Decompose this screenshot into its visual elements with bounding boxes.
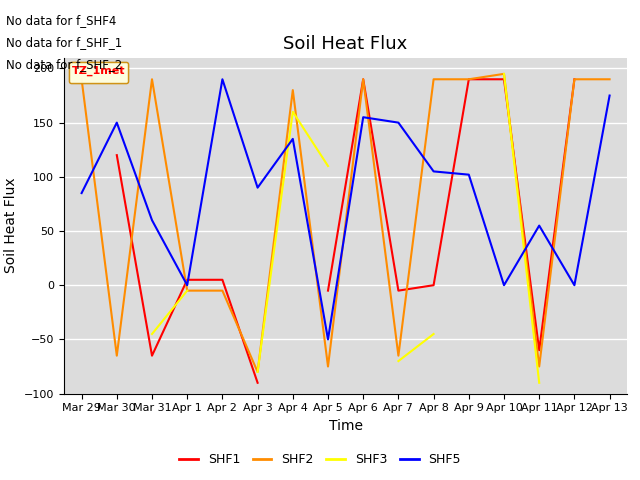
Legend:  <box>69 62 128 84</box>
Text: No data for f_SHF_2: No data for f_SHF_2 <box>6 58 123 71</box>
Title: Soil Heat Flux: Soil Heat Flux <box>284 35 408 53</box>
X-axis label: Time: Time <box>328 419 363 433</box>
Text: No data for f_SHF4: No data for f_SHF4 <box>6 14 116 27</box>
Y-axis label: Soil Heat Flux: Soil Heat Flux <box>4 178 19 274</box>
Text: No data for f_SHF_1: No data for f_SHF_1 <box>6 36 123 49</box>
Legend: SHF1, SHF2, SHF3, SHF5: SHF1, SHF2, SHF3, SHF5 <box>174 448 466 471</box>
